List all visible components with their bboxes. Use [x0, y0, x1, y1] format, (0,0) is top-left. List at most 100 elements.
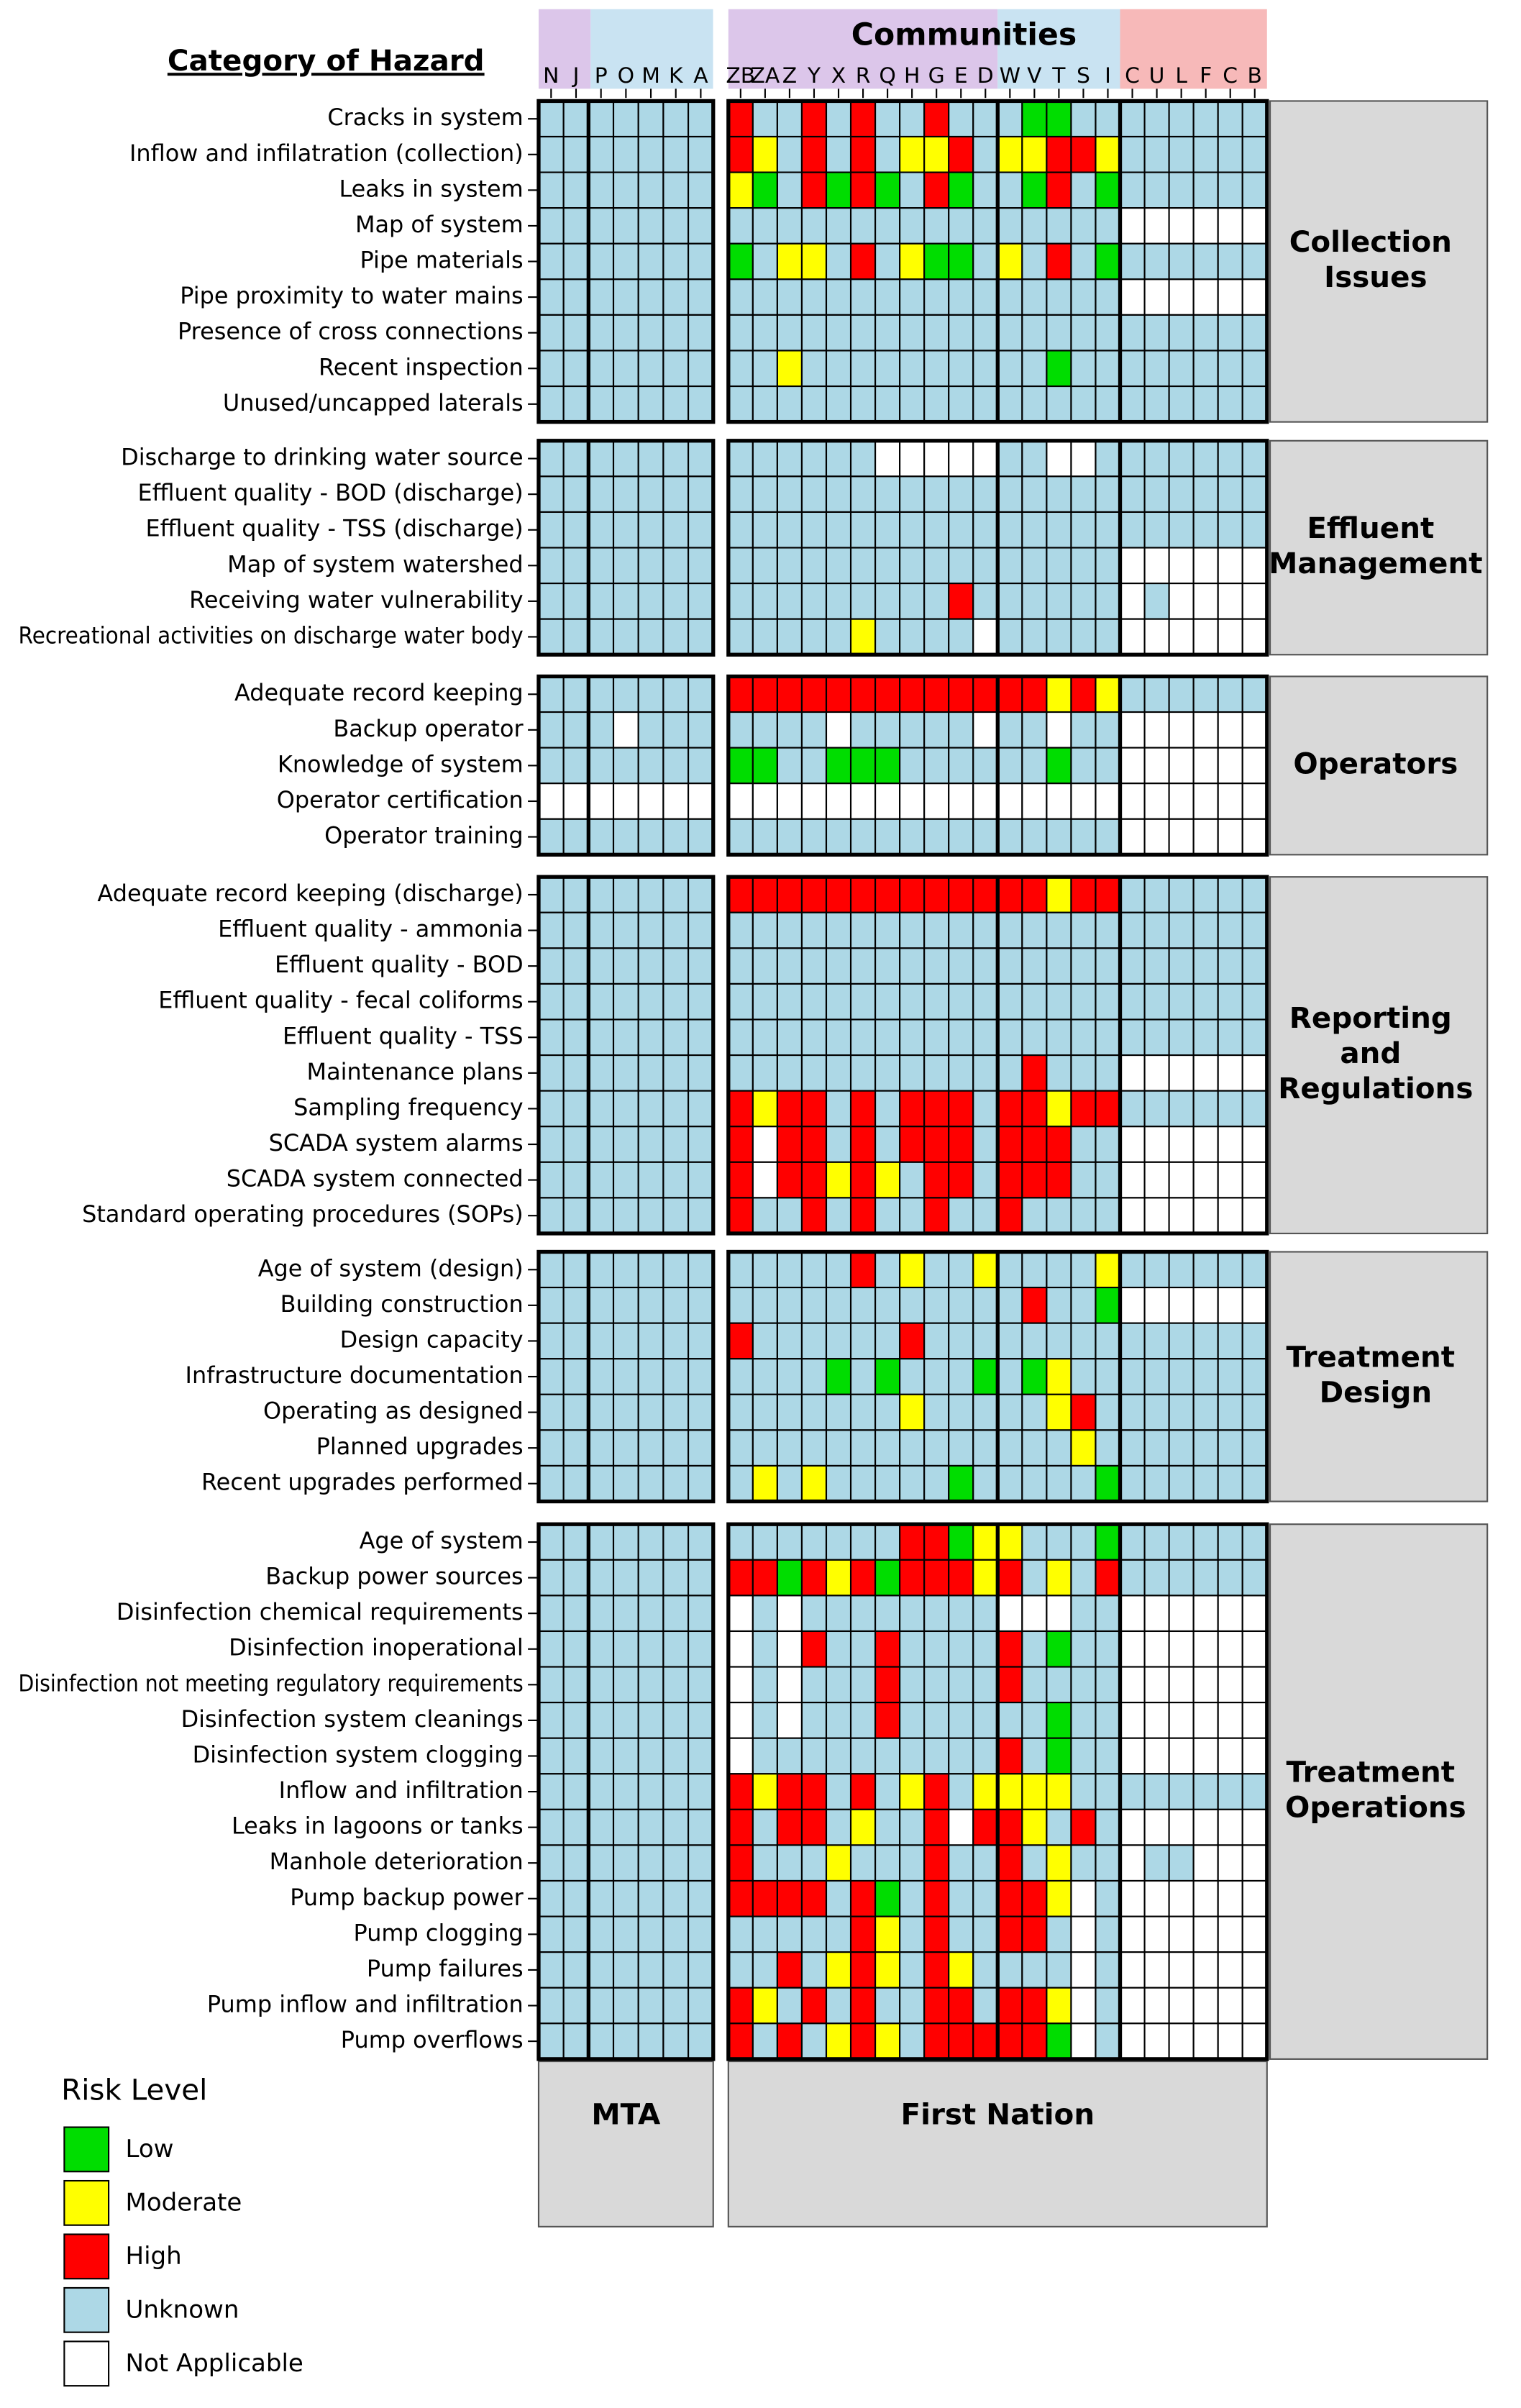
heatmap-cell — [776, 511, 803, 549]
heatmap-cell — [752, 911, 778, 949]
heatmap-cell — [688, 1287, 714, 1324]
heatmap-cell — [1192, 982, 1219, 1021]
column-label: X — [831, 63, 846, 88]
heatmap-cell — [923, 1161, 950, 1199]
heatmap-cell — [637, 982, 664, 1021]
heatmap-cell — [637, 350, 664, 388]
heatmap-cell — [1119, 511, 1146, 549]
heatmap-cell — [662, 1161, 690, 1199]
heatmap-cell — [612, 1251, 639, 1289]
heatmap-cell — [1119, 350, 1146, 388]
heatmap-cell — [948, 1630, 974, 1668]
heatmap-cell — [637, 475, 664, 514]
row-label: Inflow and infilatration (collection) — [129, 140, 524, 167]
heatmap-cell — [588, 207, 615, 245]
heatmap-cell — [997, 278, 1023, 316]
heatmap-cell — [1241, 1126, 1268, 1163]
heatmap-cell — [1241, 1322, 1268, 1360]
heatmap-cell — [825, 982, 852, 1021]
heatmap-cell — [537, 711, 565, 749]
heatmap-cell — [562, 1464, 590, 1502]
heatmap-cell — [752, 747, 778, 785]
heatmap-cell — [562, 135, 590, 173]
heatmap-cell — [1217, 1358, 1243, 1395]
heatmap-cell — [825, 207, 852, 245]
heatmap-cell — [948, 783, 974, 820]
heatmap-cell — [537, 439, 565, 478]
heatmap-cell — [1046, 475, 1072, 514]
heatmap-cell — [1095, 1018, 1121, 1057]
heatmap-cell — [637, 439, 664, 478]
heatmap-cell — [849, 1322, 877, 1360]
heatmap-cell — [1070, 876, 1097, 913]
heatmap-cell — [776, 982, 803, 1021]
row-label: Recent inspection — [319, 353, 524, 380]
heatmap-cell — [800, 1523, 828, 1561]
column-label: J — [572, 63, 580, 88]
heatmap-cell — [874, 1197, 901, 1235]
heatmap-cell — [874, 1429, 901, 1467]
heatmap-cell — [899, 818, 926, 856]
heatmap-cell — [923, 675, 950, 713]
heatmap-cell — [612, 618, 639, 656]
row-label: Disinfection chemical requirements — [117, 1598, 524, 1625]
heatmap-cell — [1021, 511, 1048, 549]
heatmap-cell — [972, 1879, 999, 1917]
heatmap-cell — [1095, 711, 1121, 749]
heatmap-cell — [1046, 1951, 1072, 1989]
heatmap-cell — [727, 1808, 754, 1846]
heatmap-cell — [1070, 1251, 1097, 1289]
heatmap-cell — [1046, 1666, 1072, 1704]
heatmap-cell — [899, 475, 926, 514]
heatmap-cell — [923, 783, 950, 820]
heatmap-cell — [1168, 439, 1195, 478]
heatmap-cell — [752, 1666, 778, 1704]
row-label: Effluent quality - ammonia — [218, 916, 524, 943]
heatmap-cell — [874, 783, 901, 820]
heatmap-cell — [800, 1666, 828, 1704]
heatmap-cell — [1119, 547, 1146, 585]
heatmap-cell — [997, 547, 1023, 585]
heatmap-cell — [752, 242, 778, 281]
heatmap-cell — [1095, 511, 1121, 549]
heatmap-cell — [1119, 242, 1146, 281]
heatmap-cell — [1095, 2022, 1121, 2060]
heatmap-cell — [923, 207, 950, 245]
heatmap-cell — [899, 1666, 926, 1704]
heatmap-cell — [752, 100, 778, 138]
heatmap-cell — [1119, 135, 1146, 173]
legend-label: Not Applicable — [125, 2349, 303, 2378]
heatmap-cell — [923, 1702, 950, 1739]
heatmap-cell — [948, 1251, 974, 1289]
heatmap-cell — [537, 1322, 565, 1360]
heatmap-cell — [849, 711, 877, 749]
heatmap-cell — [637, 747, 664, 785]
heatmap-cell — [923, 911, 950, 949]
heatmap-cell — [1095, 171, 1121, 209]
row-label: Map of system watershed — [227, 550, 524, 578]
heatmap-cell — [612, 1702, 639, 1739]
heatmap-cell — [637, 314, 664, 352]
heatmap-cell — [1143, 1464, 1170, 1502]
heatmap-cell — [727, 135, 754, 173]
heatmap-cell — [997, 1393, 1023, 1431]
heatmap-cell — [874, 135, 901, 173]
heatmap-cell — [562, 1090, 590, 1128]
heatmap-cell — [948, 1287, 974, 1324]
row-strip-line: Reporting — [1289, 1000, 1462, 1035]
heatmap-cell — [588, 1666, 615, 1704]
heatmap-cell — [849, 314, 877, 352]
heatmap-cell — [637, 1197, 664, 1235]
heatmap-cell — [948, 314, 974, 352]
panel-border — [536, 99, 716, 424]
heatmap-cell — [1095, 1161, 1121, 1199]
heatmap-cell — [849, 818, 877, 856]
heatmap-cell — [637, 1054, 664, 1092]
heatmap-cell — [923, 314, 950, 352]
heatmap-cell — [1046, 1987, 1072, 2025]
heatmap-cell — [588, 171, 615, 209]
heatmap-cell — [688, 818, 714, 856]
heatmap-cell — [1046, 747, 1072, 785]
heatmap-cell — [612, 511, 639, 549]
heatmap-cell — [1192, 911, 1219, 949]
